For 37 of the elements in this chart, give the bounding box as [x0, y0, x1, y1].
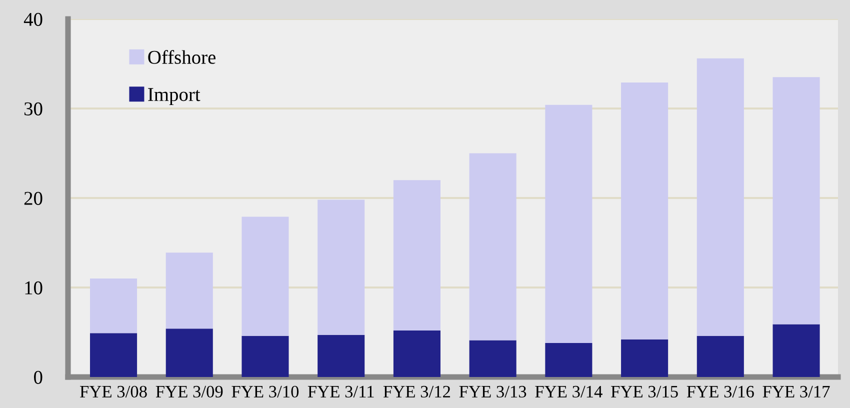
- y-tick-label: 30: [24, 102, 42, 116]
- bar: [393, 180, 440, 330]
- legend-label: Import: [148, 88, 200, 106]
- y-tick-label: 20: [24, 192, 42, 205]
- x-tick-label: FYE 3/14: [535, 386, 602, 398]
- bar: [318, 200, 365, 335]
- x-tick-label: FYE 3/12: [383, 386, 450, 398]
- legend-label: Offshore: [148, 50, 216, 64]
- x-tick-label: FYE 3/10: [232, 386, 299, 398]
- bar: [90, 333, 138, 377]
- bar: [772, 324, 820, 377]
- bar: [166, 328, 213, 377]
- bar: [696, 336, 744, 377]
- x-tick-label: FYE 3/11: [308, 386, 374, 398]
- x-tick-label: FYE 3/13: [459, 386, 526, 398]
- y-tick-label: 0: [34, 370, 42, 384]
- bar: [242, 216, 289, 336]
- x-tick-label: FYE 3/08: [80, 386, 147, 398]
- bar: [772, 77, 820, 324]
- bar: [90, 278, 138, 334]
- bar: [621, 339, 668, 377]
- bar: [469, 153, 516, 340]
- bar: [545, 104, 592, 343]
- y-tick-label: 40: [24, 12, 42, 26]
- y-tick-label: 10: [25, 281, 42, 294]
- bar: [393, 330, 440, 377]
- x-tick-label: FYE 3/15: [611, 386, 678, 398]
- bar: [621, 82, 668, 340]
- bar: [469, 340, 516, 377]
- x-tick-label: FYE 3/09: [156, 386, 223, 398]
- bar: [696, 58, 744, 336]
- bar: [242, 336, 289, 377]
- bar: [166, 252, 213, 329]
- bar: [318, 334, 365, 377]
- x-tick-label: FYE 3/16: [686, 386, 754, 398]
- x-tick-label: FYE 3/17: [762, 386, 830, 398]
- bar: [545, 342, 592, 377]
